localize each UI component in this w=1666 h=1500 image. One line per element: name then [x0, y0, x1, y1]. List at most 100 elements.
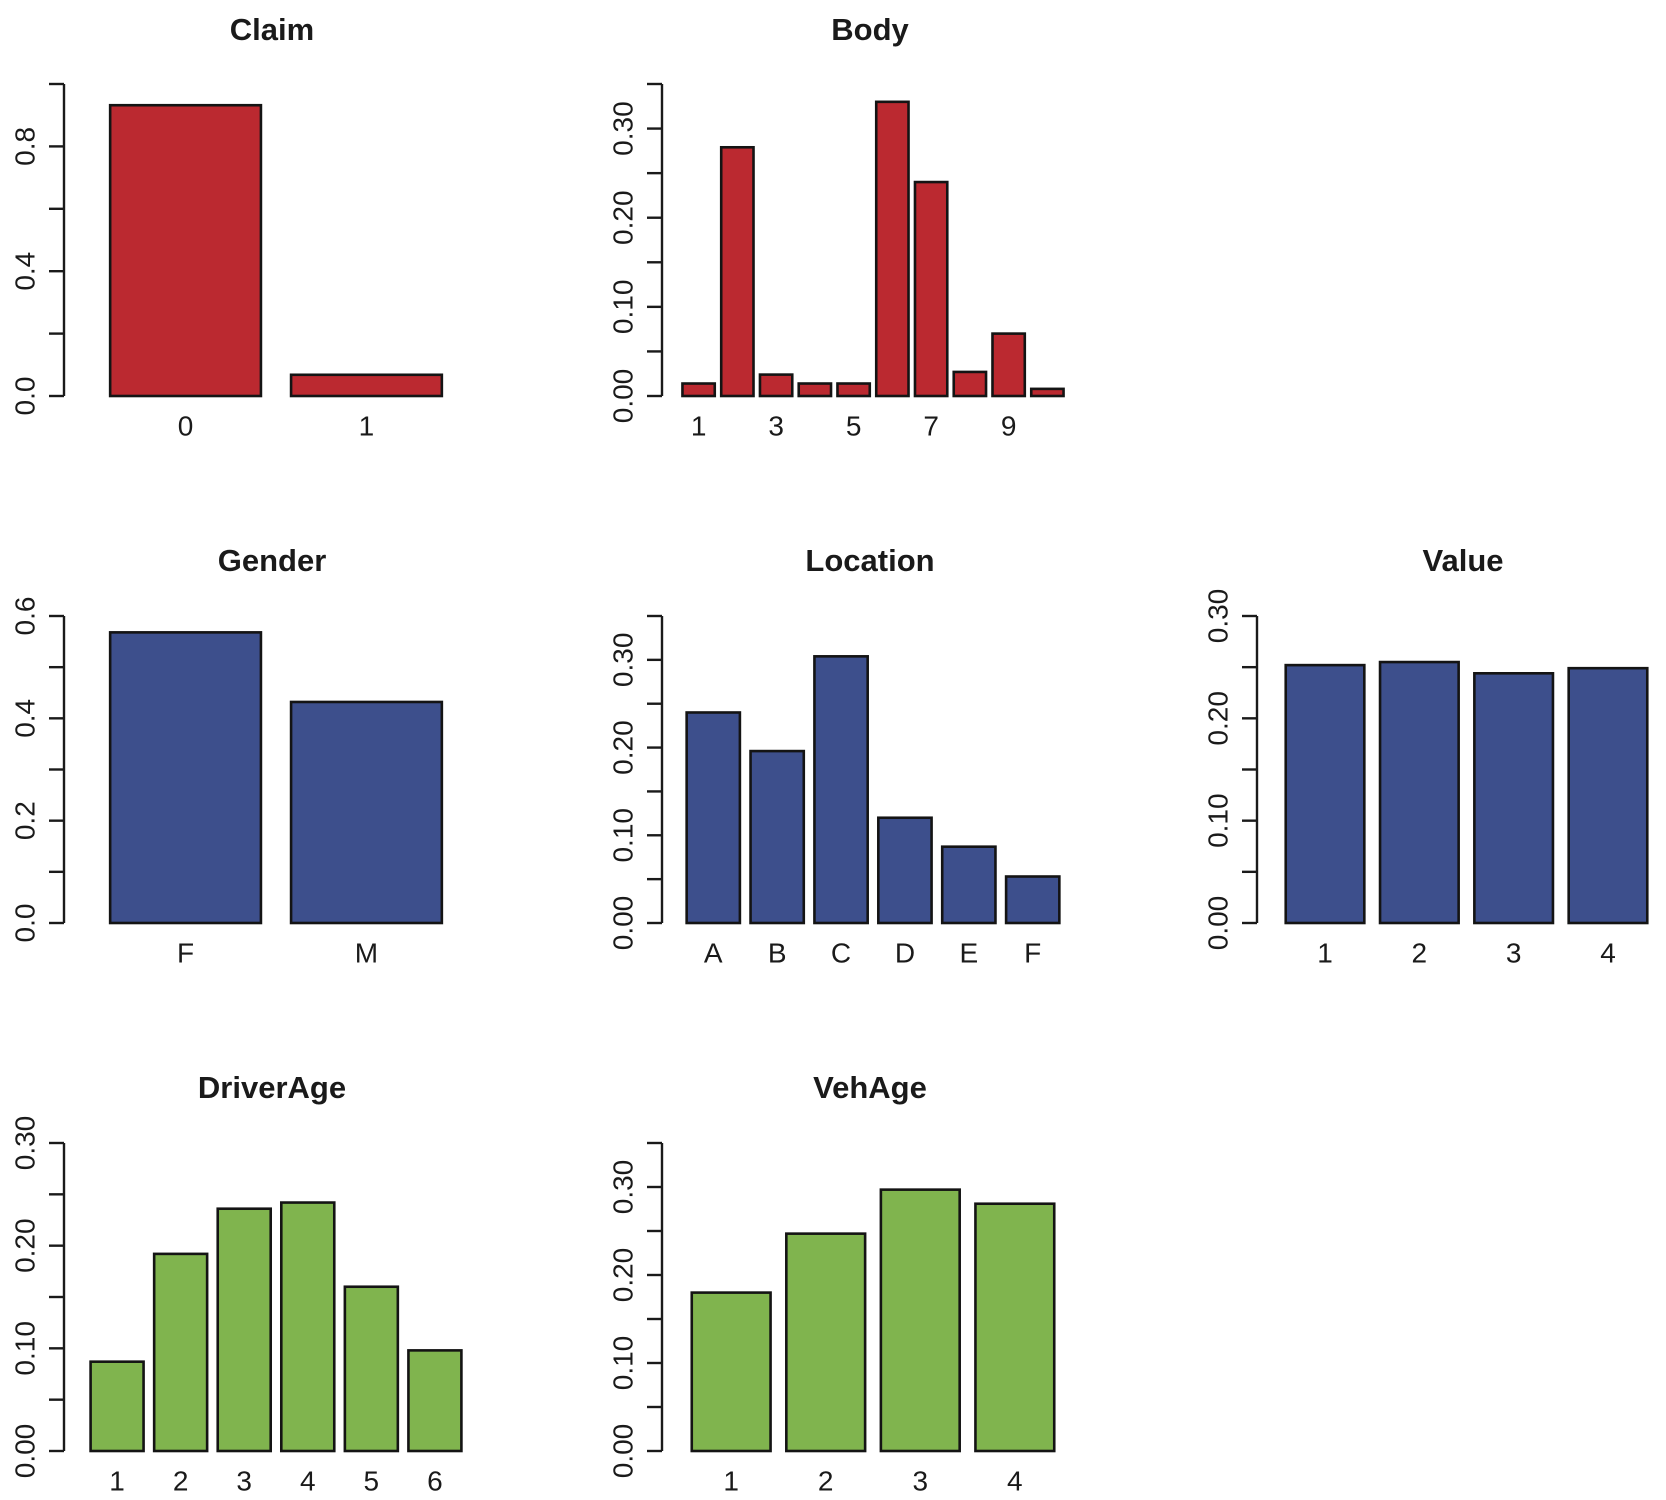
y-tick-label-driverage: 0.30: [9, 1116, 40, 1171]
x-tick-label-vehage: 3: [912, 1465, 928, 1496]
x-tick-label-location: A: [704, 937, 723, 968]
y-tick-label-driverage: 0.00: [9, 1424, 40, 1479]
bar-driverage-4: [279, 1201, 336, 1453]
y-tick-label-location: 0.30: [607, 633, 638, 688]
y-tick-label-gender: 0.6: [9, 597, 40, 636]
x-tick-label-claim: 0: [178, 410, 194, 441]
chart-panel-location: Location 0.00 0.10 0.20 0.30 A B C D E F: [607, 543, 1061, 968]
y-tick-label-gender: 0.4: [9, 699, 40, 738]
x-tick-label-body: 7: [923, 410, 939, 441]
bar-value-1: [1284, 663, 1366, 925]
chart-title-gender: Gender: [218, 543, 327, 578]
bar-body-4: [797, 382, 833, 398]
x-tick-label-body: 1: [691, 410, 707, 441]
bar-claim-1: [289, 373, 444, 398]
chart-panel-value: Value 0.00 0.10 0.20 0.30 1 2 3 4: [1202, 543, 1649, 968]
chart-title-driverage: DriverAge: [198, 1070, 346, 1105]
y-tick-label-body: 0.10: [607, 280, 638, 335]
bar-gender-M: [289, 700, 444, 925]
x-tick-label-vehage: 1: [723, 1465, 739, 1496]
y-tick-label-location: 0.00: [607, 896, 638, 951]
x-tick-label-body: 3: [768, 410, 784, 441]
chart-panel-vehage: VehAge 0.00 0.10 0.20 0.30 1 2 3 4: [607, 1070, 1056, 1496]
bar-body-2: [719, 145, 755, 398]
bar-vehage-1: [690, 1291, 772, 1453]
y-tick-label-location: 0.10: [607, 808, 638, 863]
chart-title-body: Body: [831, 12, 909, 47]
bar-driverage-1: [89, 1360, 145, 1453]
y-tick-label-value: 0.00: [1202, 896, 1233, 951]
y-tick-label-gender: 0.2: [9, 801, 40, 840]
y-tick-label-value: 0.30: [1202, 589, 1233, 644]
x-tick-label-value: 4: [1600, 937, 1616, 968]
y-tick-label-driverage: 0.10: [9, 1321, 40, 1376]
bar-body-5: [836, 382, 872, 398]
x-tick-label-value: 1: [1317, 937, 1333, 968]
x-tick-label-body: 9: [1001, 410, 1017, 441]
x-tick-label-vehage: 4: [1007, 1465, 1023, 1496]
bar-value-4: [1567, 666, 1649, 925]
y-tick-label-vehage: 0.30: [607, 1160, 638, 1215]
bar-vehage-4: [974, 1202, 1056, 1453]
bar-location-E: [940, 845, 997, 925]
chart-title-claim: Claim: [230, 12, 314, 47]
bar-location-C: [813, 655, 869, 925]
bar-body-6: [874, 100, 910, 398]
y-tick-label-claim: 0.4: [9, 252, 40, 291]
bar-location-A: [685, 711, 742, 925]
x-tick-label-value: 3: [1506, 937, 1522, 968]
x-tick-label-driverage: 5: [364, 1465, 380, 1496]
y-tick-label-gender: 0.0: [9, 904, 40, 943]
x-tick-label-driverage: 6: [427, 1465, 443, 1496]
x-tick-label-gender: F: [177, 937, 194, 968]
y-tick-label-body: 0.00: [607, 369, 638, 424]
bar-value-2: [1378, 660, 1460, 925]
bar-claim-0: [108, 103, 263, 398]
x-tick-label-vehage: 2: [818, 1465, 834, 1496]
bar-location-D: [877, 816, 933, 925]
y-tick-label-claim: 0.0: [9, 377, 40, 416]
bar-gender-F: [108, 631, 263, 925]
chart-title-value: Value: [1423, 543, 1504, 578]
y-tick-label-driverage: 0.20: [9, 1218, 40, 1273]
y-tick-label-value: 0.10: [1202, 793, 1233, 848]
y-tick-label-body: 0.30: [607, 101, 638, 156]
y-tick-label-vehage: 0.00: [607, 1424, 638, 1479]
bar-body-10: [1029, 387, 1065, 398]
x-tick-label-location: D: [895, 937, 915, 968]
y-tick-label-value: 0.20: [1202, 691, 1233, 746]
bar-body-1: [681, 382, 717, 398]
x-tick-label-location: C: [831, 937, 851, 968]
y-tick-label-location: 0.20: [607, 720, 638, 775]
x-tick-label-driverage: 3: [236, 1465, 252, 1496]
bar-location-B: [749, 749, 806, 925]
x-tick-label-driverage: 2: [173, 1465, 189, 1496]
bar-driverage-3: [216, 1207, 273, 1453]
y-tick-label-claim: 0.8: [9, 127, 40, 166]
y-tick-label-body: 0.20: [607, 190, 638, 245]
x-tick-label-location: F: [1024, 937, 1041, 968]
bar-vehage-2: [785, 1232, 867, 1453]
x-tick-label-gender: M: [355, 937, 378, 968]
x-tick-label-claim: 1: [359, 410, 375, 441]
x-tick-label-location: B: [768, 937, 787, 968]
bar-body-8: [952, 370, 988, 398]
x-tick-label-driverage: 4: [300, 1465, 316, 1496]
x-tick-label-value: 2: [1412, 937, 1428, 968]
y-tick-label-vehage: 0.20: [607, 1248, 638, 1303]
x-tick-label-body: 5: [846, 410, 862, 441]
chart-panel-gender: Gender 0.0 0.2 0.4 0.6 F M: [9, 543, 444, 968]
chart-title-location: Location: [805, 543, 934, 578]
x-tick-label-location: E: [959, 937, 978, 968]
y-tick-label-vehage: 0.10: [607, 1336, 638, 1391]
chart-panel-body: Body 0.00 0.10 0.20 0.30 1 3 5 7 9: [607, 12, 1065, 441]
bar-body-3: [758, 373, 794, 398]
x-tick-label-driverage: 1: [109, 1465, 125, 1496]
chart-panel-driverage: DriverAge 0.00 0.10 0.20 0.30 1 2 3 4 5 6: [9, 1070, 463, 1496]
bar-driverage-2: [152, 1252, 209, 1453]
chart-panel-claim: Claim 0.0 0.4 0.8 0 1: [9, 12, 444, 441]
bar-value-3: [1473, 672, 1555, 925]
bar-driverage-6: [407, 1349, 463, 1453]
bar-body-9: [991, 332, 1027, 398]
